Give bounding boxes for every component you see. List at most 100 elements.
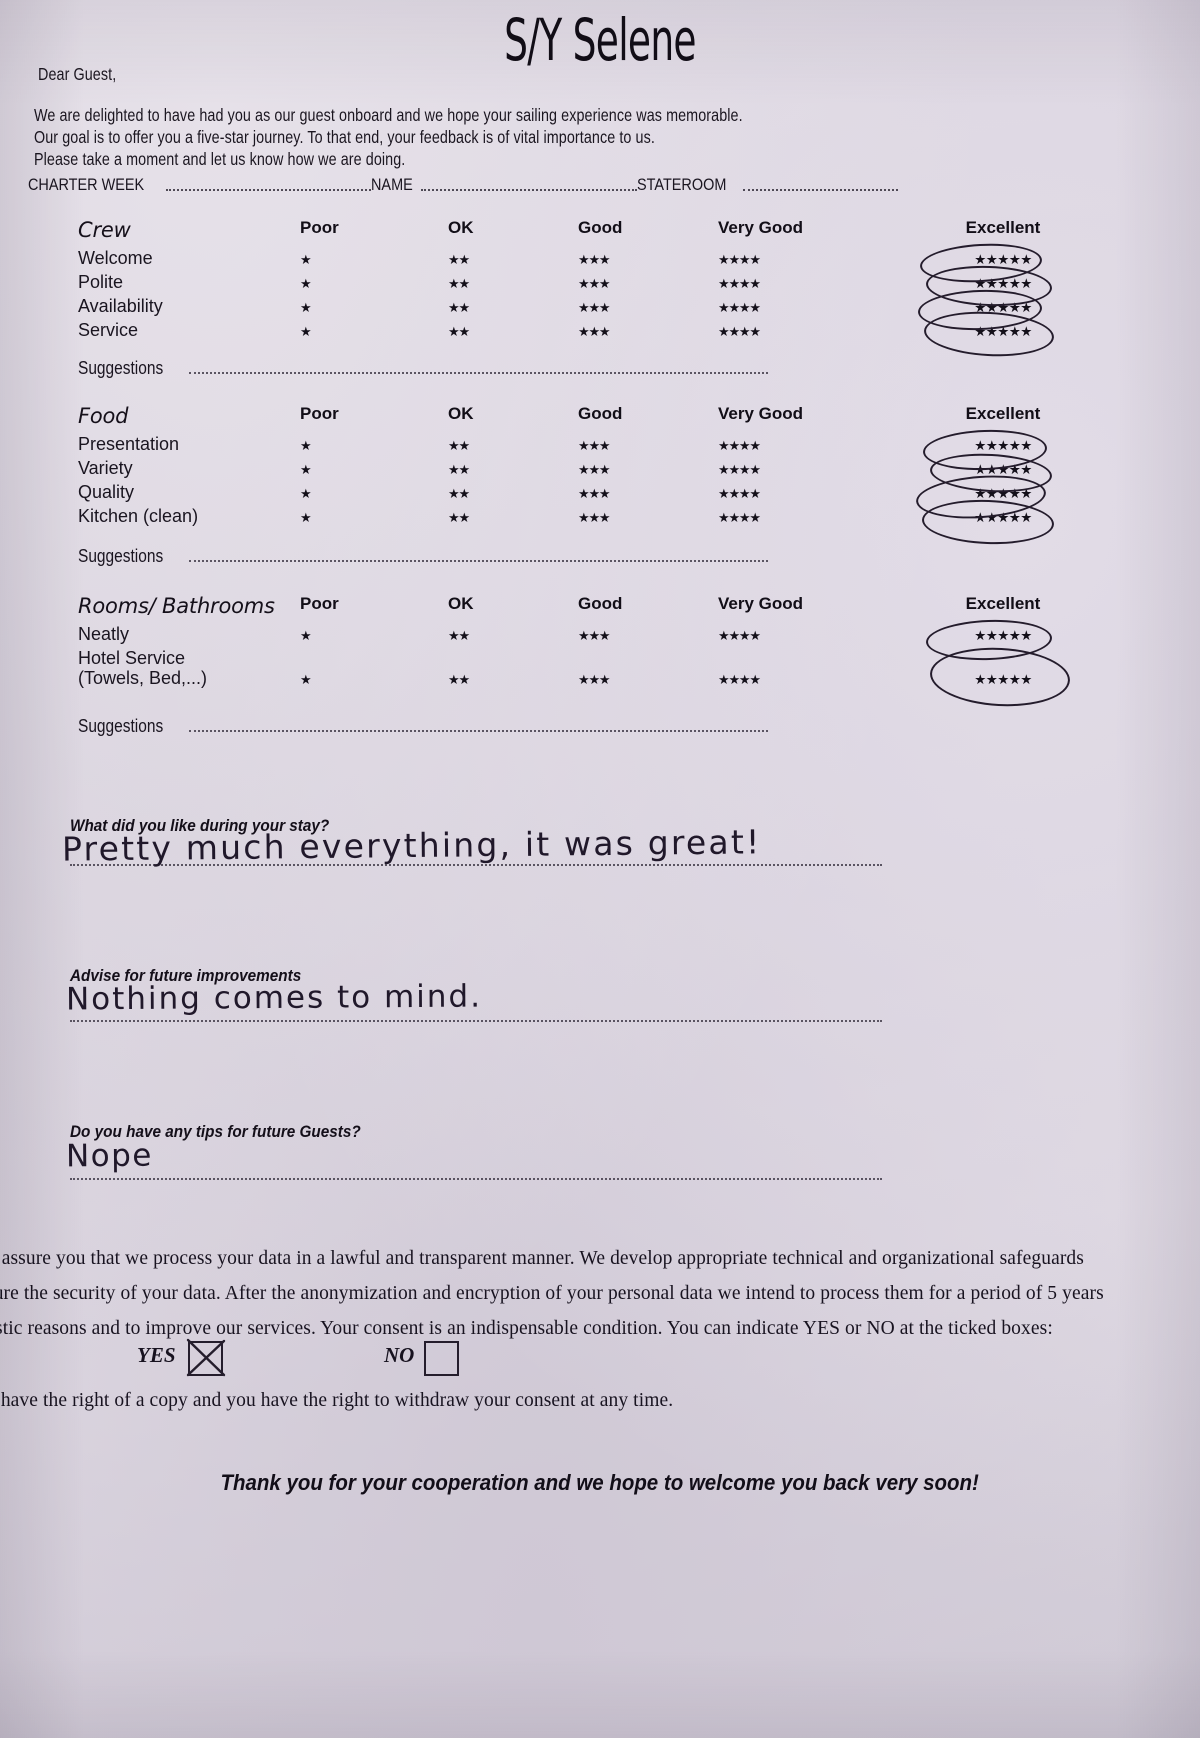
answer-text-tips[interactable]: Nope <box>65 1137 154 1175</box>
scale-header-ok: OK <box>448 218 474 237</box>
charter-week-label: CHARTER WEEK <box>28 175 145 194</box>
rating-option-poor[interactable]: ★ <box>300 438 312 453</box>
rating-option-very-good[interactable]: ★★★★ <box>718 252 761 267</box>
rating-option-excellent[interactable]: ★★★★★ <box>974 672 1032 687</box>
rating-option-good[interactable]: ★★★ <box>578 672 611 687</box>
rating-section-crew: Crew Poor OK Good Very Good Excellent We… <box>78 218 1088 378</box>
charter-week-input[interactable] <box>165 188 372 191</box>
question-block-liked: What did you like during your stay? Pret… <box>62 816 890 869</box>
rating-option-poor[interactable]: ★ <box>300 252 312 267</box>
rating-option-excellent[interactable]: ★★★★★ <box>974 276 1032 291</box>
question-label-liked: What did you like during your stay? <box>70 816 330 835</box>
stateroom-label: STATEROOM <box>636 175 726 194</box>
rating-option-ok[interactable]: ★★ <box>448 462 470 477</box>
table-row: Availability ★ ★★ ★★★ ★★★★ ★★★★★ <box>78 296 1088 320</box>
rating-option-good[interactable]: ★★★ <box>578 324 611 339</box>
rating-option-good[interactable]: ★★★ <box>578 486 611 501</box>
rating-option-poor[interactable]: ★ <box>300 324 312 339</box>
scale-header-excellent: Excellent <box>965 594 1041 613</box>
rating-option-excellent[interactable]: ★★★★★ <box>974 486 1032 501</box>
table-row: Kitchen (clean) ★ ★★ ★★★ ★★★★ ★★★★★ <box>78 506 1088 530</box>
rating-option-good[interactable]: ★★★ <box>578 276 611 291</box>
rating-option-very-good[interactable]: ★★★★ <box>718 324 761 339</box>
salutation: Dear Guest, <box>38 64 117 84</box>
rating-option-poor[interactable]: ★ <box>300 462 312 477</box>
rating-option-poor[interactable]: ★ <box>300 276 312 291</box>
rating-option-excellent[interactable]: ★★★★★ <box>974 324 1032 339</box>
answer-line-improvements[interactable] <box>70 1020 882 1022</box>
answer-line-liked[interactable] <box>70 864 882 866</box>
rating-option-excellent[interactable]: ★★★★★ <box>974 510 1032 525</box>
table-row: Variety ★ ★★ ★★★ ★★★★ ★★★★★ <box>78 458 1088 482</box>
section-title-rooms-bathrooms: Rooms/ Bathrooms <box>78 594 275 618</box>
rating-option-good[interactable]: ★★★ <box>578 510 611 525</box>
legal-text-line-1: e assure you that we process your data i… <box>0 1248 1084 1269</box>
rating-option-very-good[interactable]: ★★★★ <box>718 672 761 687</box>
rating-option-good[interactable]: ★★★ <box>578 438 611 453</box>
rating-option-very-good[interactable]: ★★★★ <box>718 486 761 501</box>
rating-option-ok[interactable]: ★★ <box>448 628 470 643</box>
rating-option-excellent[interactable]: ★★★★★ <box>974 438 1032 453</box>
suggestions-label: Suggestions <box>78 358 164 378</box>
scale-header-good: Good <box>578 594 623 613</box>
answer-line-tips[interactable] <box>70 1178 882 1180</box>
rating-option-ok[interactable]: ★★ <box>448 276 470 291</box>
suggestions-crew: Suggestions <box>78 358 768 379</box>
rating-option-ok[interactable]: ★★ <box>448 486 470 501</box>
rating-option-good[interactable]: ★★★ <box>578 462 611 477</box>
consent-no-checkbox[interactable] <box>424 1341 459 1376</box>
suggestions-input[interactable] <box>189 559 768 562</box>
suggestions-input[interactable] <box>189 371 768 374</box>
rating-section-food: Food Poor OK Good Very Good Excellent Pr… <box>78 404 1088 566</box>
question-block-tips: Do you have any tips for future Guests? … <box>66 1122 890 1180</box>
scale-header-ok: OK <box>448 404 474 423</box>
rating-option-very-good[interactable]: ★★★★ <box>718 510 761 525</box>
rating-option-ok[interactable]: ★★ <box>448 510 470 525</box>
rating-option-ok[interactable]: ★★ <box>448 300 470 315</box>
legal-text-line-4: u have the right of a copy and you have … <box>0 1390 674 1411</box>
rating-option-ok[interactable]: ★★ <box>448 672 470 687</box>
thank-you-message: Thank you for your cooperation and we ho… <box>0 1470 1200 1496</box>
rating-option-very-good[interactable]: ★★★★ <box>718 462 761 477</box>
table-row: (Towels, Bed,...) ★ ★★ ★★★ ★★★★ ★★★★★ <box>78 668 1088 692</box>
rating-option-ok[interactable]: ★★ <box>448 438 470 453</box>
rating-option-excellent[interactable]: ★★★★★ <box>974 252 1032 267</box>
rating-option-ok[interactable]: ★★ <box>448 252 470 267</box>
rating-option-excellent[interactable]: ★★★★★ <box>974 462 1032 477</box>
rating-option-very-good[interactable]: ★★★★ <box>718 276 761 291</box>
scale-header-very-good: Very Good <box>718 218 804 237</box>
answer-text-liked[interactable]: Pretty much everything, it was great! <box>61 822 762 869</box>
rating-option-very-good[interactable]: ★★★★ <box>718 438 761 453</box>
rating-option-poor[interactable]: ★ <box>300 486 312 501</box>
scale-header-poor: Poor <box>300 218 339 237</box>
rating-option-very-good[interactable]: ★★★★ <box>718 300 761 315</box>
rating-header-row: Crew Poor OK Good Very Good Excellent <box>78 218 1088 248</box>
rating-option-poor[interactable]: ★ <box>300 300 312 315</box>
rating-option-good[interactable]: ★★★ <box>578 252 611 267</box>
rating-option-excellent[interactable]: ★★★★★ <box>974 628 1032 643</box>
rating-option-poor[interactable]: ★ <box>300 628 312 643</box>
rating-option-very-good[interactable]: ★★★★ <box>718 628 761 643</box>
suggestions-input[interactable] <box>189 729 768 732</box>
rating-option-ok[interactable]: ★★ <box>448 324 470 339</box>
consent-yes-checkbox[interactable] <box>188 1341 223 1376</box>
row-label-service: Service <box>78 320 139 340</box>
rating-option-excellent[interactable]: ★★★★★ <box>974 300 1032 315</box>
table-row: Neatly ★ ★★ ★★★ ★★★★ ★★★★★ <box>78 624 1088 648</box>
stateroom-input[interactable] <box>742 188 899 191</box>
question-block-improvements: Advise for future improvements Nothing c… <box>66 966 890 1022</box>
name-input[interactable] <box>421 188 637 191</box>
rating-option-poor[interactable]: ★ <box>300 672 312 687</box>
identification-field-row: CHARTER WEEK NAME STATEROOM <box>28 175 899 195</box>
rating-option-poor[interactable]: ★ <box>300 510 312 525</box>
suggestions-food: Suggestions <box>78 546 768 567</box>
intro-line-2: Our goal is to offer you a five-star jou… <box>34 127 655 147</box>
row-label-neatly: Neatly <box>78 624 130 644</box>
scale-header-excellent: Excellent <box>965 218 1041 237</box>
scale-header-good: Good <box>578 404 623 423</box>
rating-option-good[interactable]: ★★★ <box>578 300 611 315</box>
rating-section-rooms-bathrooms: Rooms/ Bathrooms Poor OK Good Very Good … <box>78 594 1088 736</box>
rating-option-good[interactable]: ★★★ <box>578 628 611 643</box>
answer-text-improvements[interactable]: Nothing comes to mind. <box>65 978 483 1018</box>
scale-header-good: Good <box>578 218 623 237</box>
